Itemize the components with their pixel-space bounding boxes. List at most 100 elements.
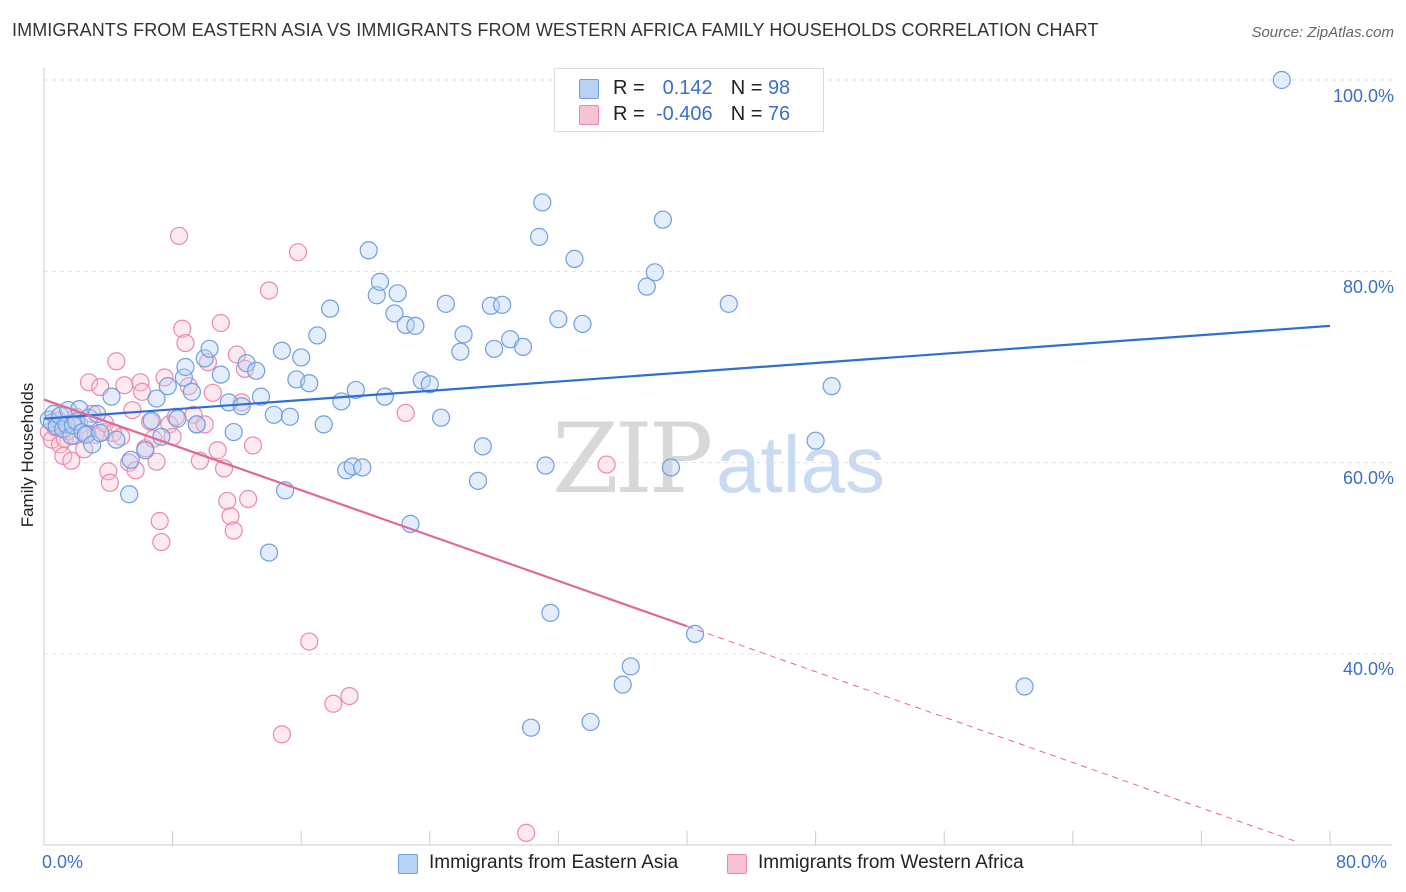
data-point-eastern-asia [367, 286, 386, 305]
data-point-eastern-asia [346, 380, 365, 400]
axes [43, 68, 1392, 846]
data-point-eastern-asia [237, 354, 256, 373]
data-point-eastern-asia [272, 341, 292, 360]
data-point-western-africa [100, 473, 120, 492]
data-point-eastern-asia [536, 456, 555, 475]
legend-n-label: N = [730, 77, 763, 99]
data-point-eastern-asia [224, 422, 243, 442]
x-tick-label: 80.0% [1336, 852, 1388, 872]
data-point-eastern-asia [187, 415, 206, 434]
data-point-eastern-asia [359, 241, 378, 260]
data-point-eastern-asia [454, 325, 473, 344]
data-point-eastern-asia [513, 337, 533, 357]
data-point-eastern-asia [822, 377, 841, 396]
data-point-eastern-asia [473, 437, 492, 456]
data-point-eastern-asia [120, 485, 139, 504]
data-point-western-africa [152, 532, 171, 552]
data-point-eastern-asia [719, 294, 738, 313]
data-point-western-africa [396, 403, 415, 423]
data-point-eastern-asia [314, 415, 333, 434]
data-point-eastern-asia [621, 657, 640, 676]
legend-r-label: R = [613, 103, 645, 125]
bottom-legend-item-eastern-asia: Immigrants from Eastern Asia [398, 852, 678, 874]
legend-n-label: N = [730, 103, 763, 125]
legend-r-value: -0.406 [655, 103, 713, 125]
data-point-eastern-asia [211, 365, 230, 384]
legend-n-value: 76 [767, 103, 791, 125]
data-point-eastern-asia [661, 458, 681, 477]
legend-n-value: 98 [767, 77, 791, 99]
data-point-western-africa [259, 281, 279, 300]
y-tick-label: 60.0% [1342, 468, 1394, 488]
data-point-western-africa [517, 823, 536, 842]
chart-title: IMMIGRANTS FROM EASTERN ASIA VS IMMIGRAN… [12, 20, 1099, 40]
data-point-eastern-asia [685, 624, 705, 644]
data-point-eastern-asia [530, 227, 549, 246]
bottom-legend-item-western-africa: Immigrants from Western Africa [727, 852, 1024, 874]
bottom-legend-label: Immigrants from Eastern Asia [429, 852, 679, 873]
data-point-western-africa [179, 377, 198, 396]
legend-swatch-blue [579, 79, 599, 99]
data-point-eastern-asia [332, 392, 351, 411]
trend-lines [43, 324, 1331, 842]
data-point-eastern-asia [343, 457, 362, 476]
watermark-zip: ZIP [552, 403, 711, 515]
data-point-eastern-asia [232, 397, 251, 416]
data-point-eastern-asia [300, 374, 319, 393]
data-point-eastern-asia [102, 387, 121, 406]
data-point-eastern-asia [581, 712, 600, 732]
data-point-eastern-asia [645, 263, 664, 282]
data-point-western-africa [123, 400, 142, 420]
data-point-western-africa [62, 451, 81, 470]
data-point-western-africa [211, 313, 230, 333]
data-point-eastern-asia [292, 348, 311, 367]
data-point-eastern-asia [168, 409, 187, 428]
y-axis-label: Family Households [18, 382, 37, 528]
data-point-western-africa [243, 436, 263, 455]
data-point-western-africa [176, 333, 195, 353]
watermark: ZIP atlas [552, 403, 885, 515]
data-point-eastern-asia [573, 314, 592, 334]
data-point-western-africa [232, 393, 251, 412]
legend-r-value: 0.142 [662, 77, 713, 99]
data-point-eastern-asia [541, 603, 560, 622]
trend-line-western-africa-extension [686, 625, 1297, 842]
data-point-eastern-asia [385, 304, 404, 323]
legend-swatch-pink [579, 105, 599, 125]
data-point-eastern-asia [259, 543, 279, 562]
data-point-eastern-asia [431, 408, 451, 427]
data-point-eastern-asia [521, 718, 541, 737]
data-point-eastern-asia [420, 375, 439, 394]
data-point-eastern-asia [107, 430, 126, 449]
data-point-eastern-asia [653, 210, 672, 229]
data-point-eastern-asia [136, 441, 155, 460]
data-point-eastern-asia [321, 299, 340, 318]
data-point-eastern-asia [264, 405, 283, 424]
data-point-western-africa [126, 461, 145, 480]
series-western-africa-points [39, 226, 616, 842]
data-point-eastern-asia [613, 675, 632, 694]
data-point-eastern-asia [308, 326, 327, 345]
trend-line-western-africa [43, 398, 688, 628]
data-point-eastern-asia [353, 458, 372, 477]
data-point-western-africa [150, 511, 169, 531]
data-point-eastern-asia [396, 315, 415, 335]
data-point-western-africa [112, 427, 131, 446]
data-point-eastern-asia [468, 471, 488, 490]
data-point-western-africa [239, 489, 258, 509]
watermark-atlas: atlas [716, 420, 885, 509]
data-point-eastern-asia [1015, 677, 1034, 696]
data-point-eastern-asia [200, 339, 219, 358]
y-tick-label: 100.0% [1332, 86, 1394, 106]
data-point-eastern-asia [493, 295, 512, 314]
data-point-eastern-asia [142, 411, 161, 430]
data-point-eastern-asia [637, 277, 656, 296]
bottom-legend-swatch-pink [727, 854, 747, 874]
data-point-western-africa [107, 352, 126, 371]
data-point-eastern-asia [158, 377, 177, 396]
data-point-eastern-asia [195, 349, 214, 368]
data-point-eastern-asia [176, 357, 195, 377]
stats-legend: R = 0.142 N = 98 R = -0.406 N = 76 [554, 68, 824, 132]
data-point-western-africa [288, 243, 308, 262]
